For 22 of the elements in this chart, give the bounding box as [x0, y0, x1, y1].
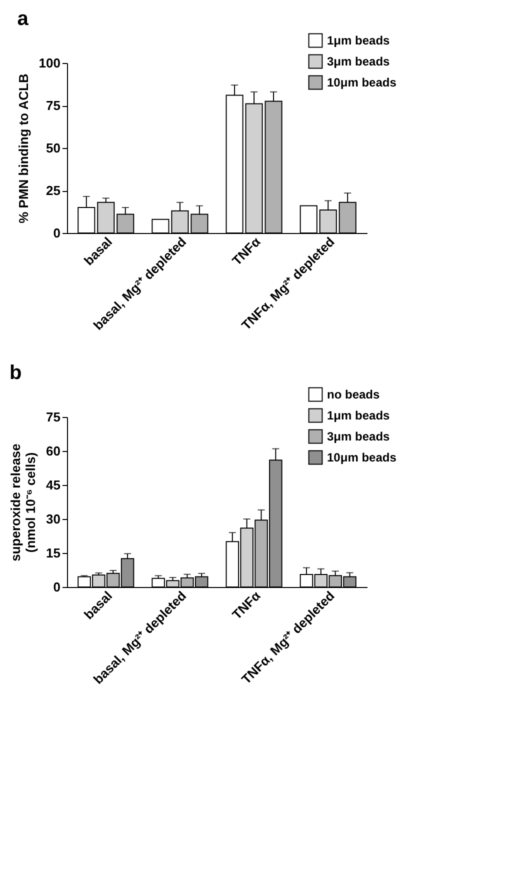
y-tick-label: 75: [46, 410, 60, 424]
y-tick-label: 0: [53, 226, 60, 240]
legend-label: 1μm beads: [327, 34, 390, 48]
y-axis-title: % PMN binding to ACLB: [16, 74, 31, 224]
legend-label: 1μm beads: [327, 408, 390, 422]
y-tick-label: 45: [46, 478, 60, 492]
y-tick-label: 100: [38, 56, 60, 70]
y-axis-title: superoxide release (nmol 10⁻⁶ cells): [8, 444, 38, 562]
y-tick-label: 0: [53, 580, 60, 594]
legend-label: 3μm beads: [327, 430, 390, 444]
y-tick-label: 75: [46, 98, 60, 113]
chart-title: a: [17, 8, 30, 30]
y-tick-label: 15: [46, 546, 60, 560]
y-tick-label: 25: [46, 183, 60, 198]
chart-title: b: [10, 362, 22, 384]
legend-label: 3μm beads: [327, 54, 390, 68]
legend-label: 10μm beads: [327, 76, 397, 90]
y-tick-label: 60: [46, 444, 60, 458]
legend-label: 10μm beads: [327, 450, 397, 464]
y-tick-label: 30: [46, 512, 60, 526]
y-tick-label: 50: [46, 140, 60, 156]
legend-label: no beads: [327, 388, 380, 402]
